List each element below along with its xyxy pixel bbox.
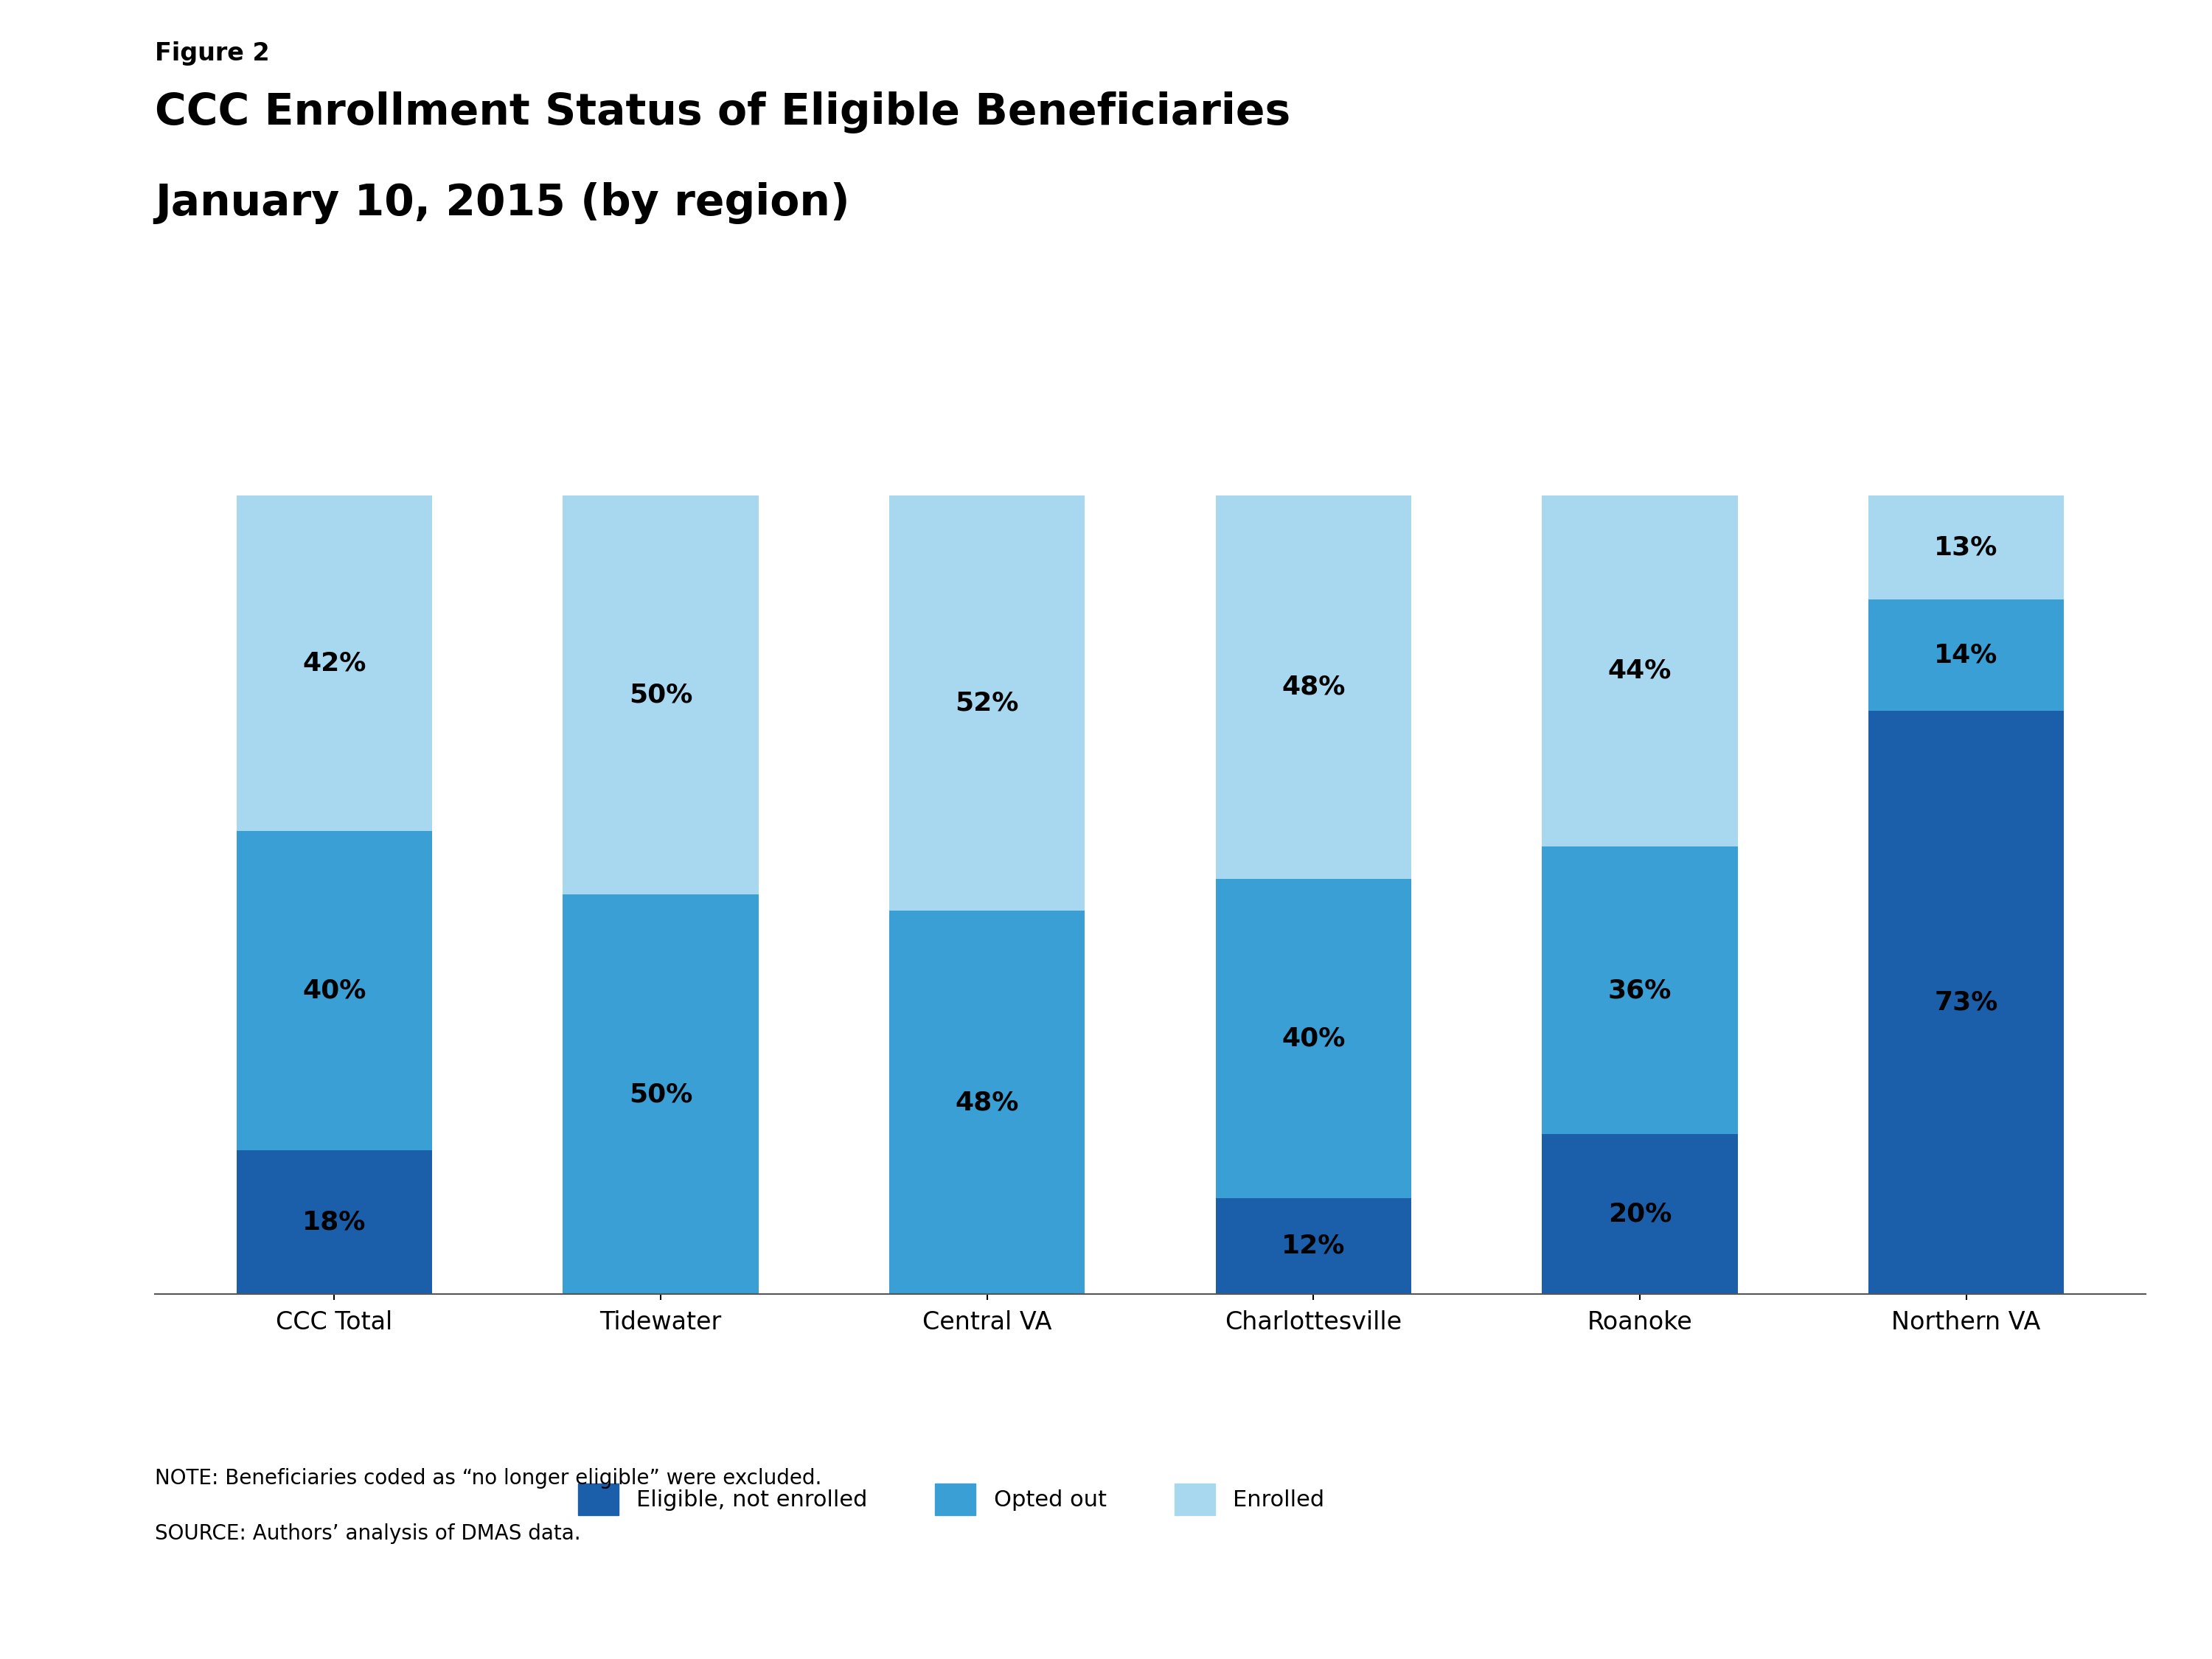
Text: 20%: 20%	[1608, 1201, 1672, 1226]
Text: 50%: 50%	[628, 682, 692, 707]
Text: 48%: 48%	[956, 1090, 1020, 1115]
Bar	[1217, 879, 1411, 1198]
Bar	[1217, 1198, 1411, 1294]
Text: FOUNDATION: FOUNDATION	[1997, 1609, 2053, 1618]
Bar	[889, 911, 1084, 1294]
Bar	[1869, 599, 2064, 712]
Text: 48%: 48%	[1281, 675, 1345, 700]
Text: 52%: 52%	[956, 690, 1020, 715]
Text: Figure 2: Figure 2	[155, 41, 270, 66]
Bar	[562, 496, 759, 894]
Text: FAMILY: FAMILY	[1995, 1566, 2055, 1581]
Text: 73%: 73%	[1933, 990, 1997, 1015]
Text: NOTE: Beneficiaries coded as “no longer eligible” were excluded.: NOTE: Beneficiaries coded as “no longer …	[155, 1468, 821, 1488]
Text: 18%: 18%	[303, 1209, 367, 1234]
Legend: Eligible, not enrolled, Opted out, Enrolled: Eligible, not enrolled, Opted out, Enrol…	[568, 1475, 1334, 1525]
Bar	[1217, 496, 1411, 879]
Text: THE HENRY J.: THE HENRY J.	[1997, 1501, 2053, 1508]
Text: 40%: 40%	[1281, 1025, 1345, 1050]
Bar	[1542, 496, 1739, 846]
Text: 12%: 12%	[1281, 1234, 1345, 1259]
Bar	[889, 496, 1084, 911]
Text: 36%: 36%	[1608, 977, 1672, 1004]
Text: 14%: 14%	[1933, 642, 1997, 667]
Text: CCC Enrollment Status of Eligible Beneficiaries: CCC Enrollment Status of Eligible Benefi…	[155, 91, 1290, 133]
Bar	[1869, 712, 2064, 1294]
Text: 50%: 50%	[628, 1082, 692, 1107]
Bar	[237, 496, 431, 831]
Bar	[237, 1150, 431, 1294]
Text: KAISER: KAISER	[1993, 1540, 2057, 1554]
Text: 13%: 13%	[1933, 534, 1997, 559]
Bar	[237, 831, 431, 1150]
Bar	[562, 894, 759, 1294]
Text: 40%: 40%	[303, 977, 367, 1004]
Text: January 10, 2015 (by region): January 10, 2015 (by region)	[155, 182, 849, 224]
Text: SOURCE: Authors’ analysis of DMAS data.: SOURCE: Authors’ analysis of DMAS data.	[155, 1523, 582, 1543]
Bar	[1542, 1135, 1739, 1294]
Text: 44%: 44%	[1608, 659, 1672, 684]
Bar	[1542, 846, 1739, 1135]
Bar	[1869, 496, 2064, 599]
Text: 42%: 42%	[303, 650, 367, 675]
